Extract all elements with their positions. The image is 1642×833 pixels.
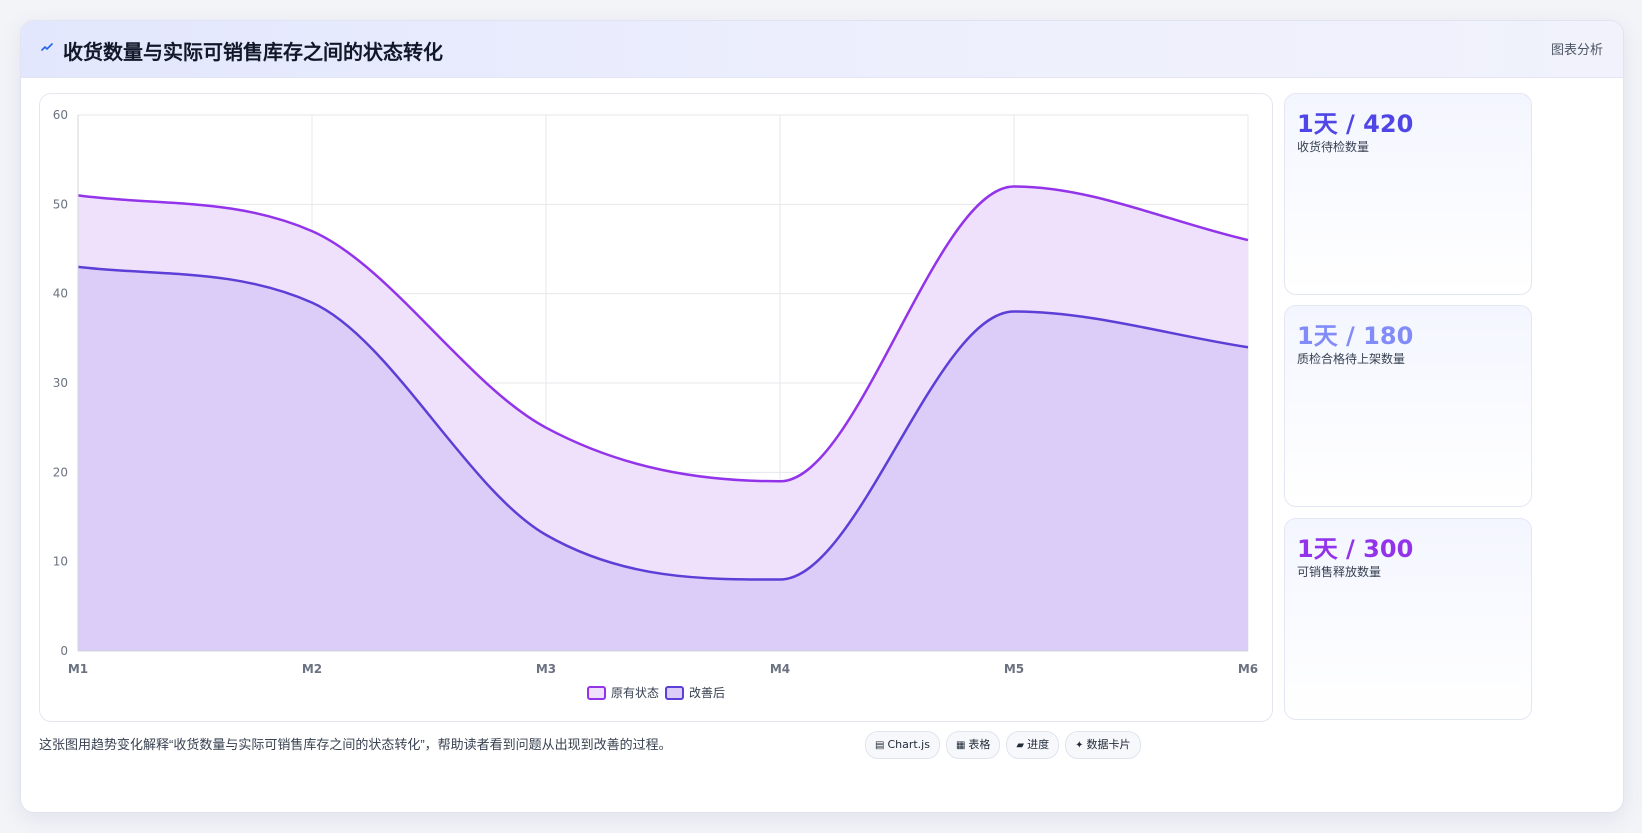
stat-value: 1天 / 300: [1297, 535, 1414, 563]
stat-label: 收货待检数量: [1297, 140, 1370, 154]
y-tick-label: 20: [53, 465, 68, 479]
stat-label: 质检合格待上架数量: [1297, 352, 1406, 366]
tag-chartjs[interactable]: ▤ Chart.js: [865, 731, 940, 759]
tag-data-card[interactable]: ✦ 数据卡片: [1065, 731, 1141, 759]
stat-label: 可销售释放数量: [1297, 565, 1382, 579]
chart-description: 这张图用趋势变化解释“收货数量与实际可销售库存之间的状态转化”，帮助读者看到问题…: [39, 737, 672, 752]
y-tick-label: 50: [53, 197, 68, 211]
y-tick-label: 60: [53, 108, 68, 122]
y-tick-label: 40: [53, 287, 68, 301]
x-tick-label: M6: [1238, 662, 1258, 676]
chart-card: 收货数量与实际可销售库存之间的状态转化 图表分析 0 10 20 30 40 50 60 M1…: [20, 20, 1624, 813]
stat-card: 1天 / 420 收货待检数量: [1284, 93, 1532, 295]
series-line: [77, 185, 1249, 483]
legend-label: 原有状态: [611, 686, 659, 700]
sparkle-icon: ✦: [1075, 740, 1084, 751]
tag-list: ▤ Chart.js ▦ 表格 ▰ 进度 ✦ 数据卡片: [865, 731, 1147, 759]
x-tick-label: M2: [302, 662, 322, 676]
stat-value: 1天 / 180: [1297, 322, 1414, 350]
x-tick-label: M3: [536, 662, 556, 676]
tag-progress[interactable]: ▰ 进度: [1006, 731, 1060, 759]
chart-icon: ▤: [875, 740, 885, 751]
tag-table[interactable]: ▦ 表格: [945, 731, 1001, 759]
x-tick-label: M4: [770, 662, 790, 676]
x-tick-label: M5: [1004, 662, 1024, 676]
y-tick-label: 0: [60, 644, 68, 658]
tag-label: 表格: [968, 738, 991, 751]
chart-panel: 0 10 20 30 40 50 60 M1 M2 M3 M4 M5 M6 原有状态 改善后: [39, 93, 1273, 722]
area-chart: 0 10 20 30 40 50 60 M1 M2 M3 M4 M5 M6 原有状态 改善后: [53, 108, 1258, 700]
tag-label: 数据卡片: [1086, 738, 1131, 751]
tag-label: Chart.js: [887, 738, 930, 751]
chart-analysis-link[interactable]: 图表分析: [1550, 42, 1603, 57]
table-icon: ▦: [955, 740, 966, 751]
chart-line-icon: [41, 43, 53, 51]
series-area: [78, 266, 1248, 651]
page-title: 收货数量与实际可销售库存之间的状态转化: [63, 42, 443, 64]
stat-card: 1天 / 300 可销售释放数量: [1284, 518, 1532, 720]
legend-swatch: [665, 686, 684, 700]
tag-label: 进度: [1027, 738, 1050, 751]
legend-swatch: [587, 686, 606, 700]
stat-value: 1天 / 420: [1297, 110, 1414, 138]
x-tick-label: M1: [68, 662, 88, 676]
y-tick-label: 30: [53, 376, 68, 390]
stat-card: 1天 / 180 质检合格待上架数量: [1284, 305, 1532, 507]
series-line: [77, 265, 1249, 581]
progress-icon: ▰: [1016, 740, 1025, 751]
legend-label: 改善后: [689, 685, 725, 700]
card-header: 收货数量与实际可销售库存之间的状态转化 图表分析: [21, 21, 1623, 78]
y-tick-label: 10: [53, 555, 68, 569]
